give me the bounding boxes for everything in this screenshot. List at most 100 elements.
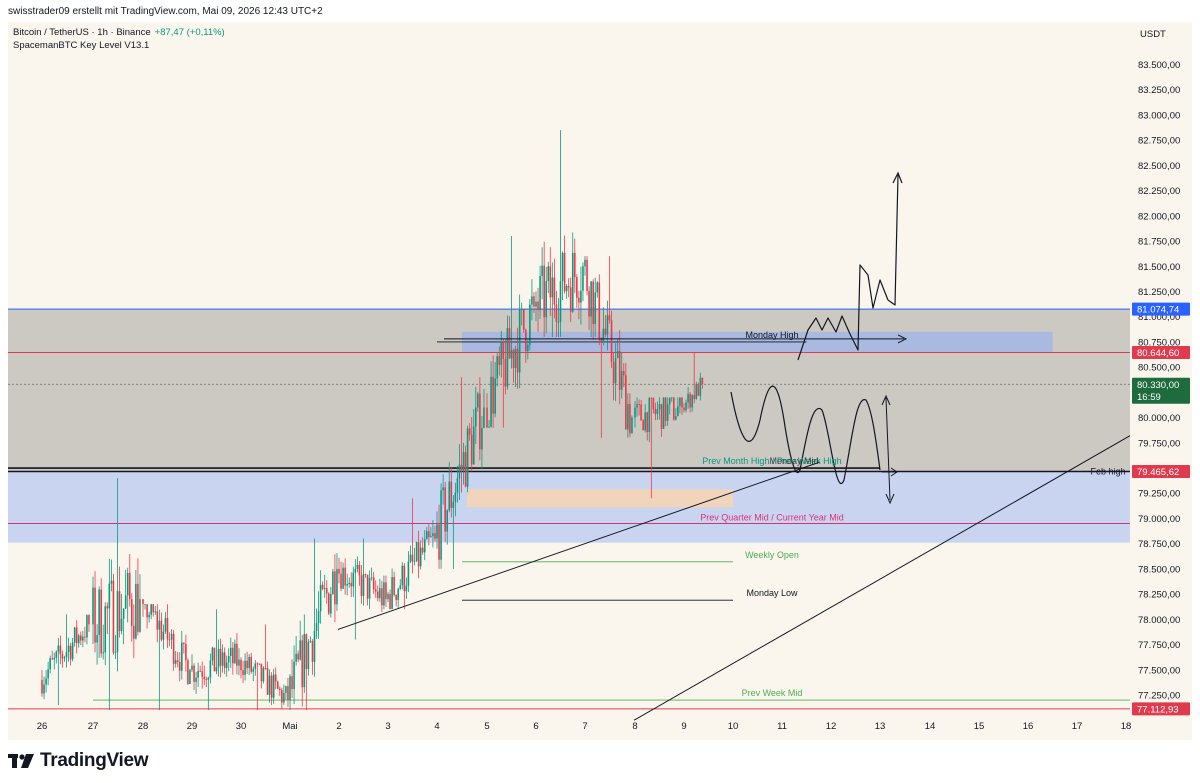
candle-body <box>393 577 395 596</box>
level-label: Prev Quarter Mid / Current Year Mid <box>700 513 844 523</box>
y-tick-label: 81.750,00 <box>1138 237 1180 248</box>
bullish-arrow-icon <box>892 171 903 184</box>
candle-body <box>407 561 410 586</box>
candle-body <box>389 593 391 609</box>
candle-body <box>193 665 195 682</box>
candle-body <box>444 487 446 532</box>
candle-body <box>137 583 139 632</box>
candle-body <box>672 397 675 420</box>
x-tick-label: 27 <box>88 721 99 732</box>
levels-layer <box>8 308 1130 710</box>
candle-body <box>563 252 566 292</box>
candle-body <box>276 681 279 689</box>
candle-body <box>321 584 324 589</box>
brand[interactable]: TradingView <box>8 750 149 772</box>
candle-body <box>697 384 700 396</box>
candle-body <box>272 674 275 698</box>
x-tick-label: 11 <box>777 721 787 732</box>
candle-body <box>488 426 490 428</box>
x-tick-label: 26 <box>37 721 48 732</box>
price-tag-label: 80.330,00 <box>1137 380 1179 391</box>
price-tag-label: 77.112,93 <box>1137 704 1179 715</box>
candle-body <box>197 670 199 678</box>
candle-body <box>116 591 119 653</box>
candle-body <box>610 320 613 362</box>
currency-label[interactable]: USDT <box>1140 29 1166 40</box>
brand-name: TradingView <box>40 750 149 771</box>
price-tag <box>1132 464 1190 478</box>
candle-body <box>446 510 449 532</box>
candle-body <box>608 315 611 321</box>
candle-body <box>250 656 253 672</box>
y-tick-label: 83.500,00 <box>1138 60 1180 71</box>
x-tick-label: 3 <box>385 721 390 732</box>
candle-body <box>313 630 316 662</box>
arrow-head-icon <box>890 467 898 477</box>
candle-body <box>260 663 263 682</box>
candle-body <box>452 501 455 508</box>
y-tick-label: 80.750,00 <box>1138 337 1180 348</box>
candle-body <box>352 572 355 587</box>
candle-body <box>207 677 210 680</box>
candle-body <box>683 407 685 411</box>
candle-body <box>187 660 189 685</box>
orange-box <box>467 489 733 508</box>
candle-body <box>291 676 293 690</box>
candle-body <box>252 668 255 672</box>
candle-body <box>104 606 107 653</box>
candle-countdown: 16:59 <box>1137 392 1161 403</box>
candle-body <box>545 281 548 318</box>
candle-body <box>67 645 70 653</box>
candle-body <box>63 657 66 659</box>
candle-body <box>71 642 74 660</box>
candle-body <box>448 481 451 511</box>
y-tick-label: 77.500,00 <box>1138 665 1180 676</box>
candle-body <box>399 585 402 589</box>
y-tick-label: 79.000,00 <box>1138 514 1180 525</box>
y-tick-label: 78.000,00 <box>1138 615 1180 626</box>
candle-body <box>687 393 689 403</box>
y-tick-label: 82.750,00 <box>1138 136 1180 147</box>
candle-body <box>397 588 400 600</box>
candle-body <box>225 662 228 668</box>
candle-body <box>598 282 601 338</box>
candle-body <box>504 358 507 387</box>
candle-body <box>486 407 488 428</box>
candle-body <box>650 397 653 399</box>
drawn-bullish-path <box>797 174 899 361</box>
candle-body <box>385 582 387 600</box>
candle-body <box>246 660 248 669</box>
candle-body <box>49 658 51 670</box>
candle-body <box>430 536 432 538</box>
candle-body <box>472 426 475 465</box>
candle-body <box>185 643 187 661</box>
candle-body <box>152 604 155 613</box>
candle-body <box>425 531 428 540</box>
level-label: Prev Month High / Prev Week High <box>702 456 841 466</box>
candle-body <box>419 547 422 567</box>
candle-body <box>334 571 336 605</box>
candle-body <box>664 397 667 421</box>
symbol-line[interactable]: Bitcoin / TetherUS · 1h · Binance +87,47 … <box>13 27 225 38</box>
candle-body <box>51 658 54 660</box>
candle-body <box>565 286 568 292</box>
candle-body <box>79 635 82 641</box>
candle-body <box>561 252 564 282</box>
x-tick-label: 28 <box>138 721 149 732</box>
candle-body <box>297 653 299 660</box>
indicator-name[interactable]: SpacemanBTC Key Level V13.1 <box>13 40 150 51</box>
price-change: +87,47 (+0,11%) <box>154 27 225 38</box>
candle-body <box>47 669 49 679</box>
candle-body <box>180 642 183 671</box>
y-tick-label: 82.500,00 <box>1138 161 1180 172</box>
candle-body <box>699 377 702 396</box>
candle-body <box>477 393 479 408</box>
candle-body <box>481 427 483 450</box>
candle-body <box>677 406 679 417</box>
symbol-title: Bitcoin / TetherUS · 1h · Binance <box>13 27 151 38</box>
candle-body <box>535 301 537 307</box>
y-tick-label: 77.250,00 <box>1138 691 1180 702</box>
candle-body <box>652 398 655 410</box>
candle-body <box>524 329 527 351</box>
